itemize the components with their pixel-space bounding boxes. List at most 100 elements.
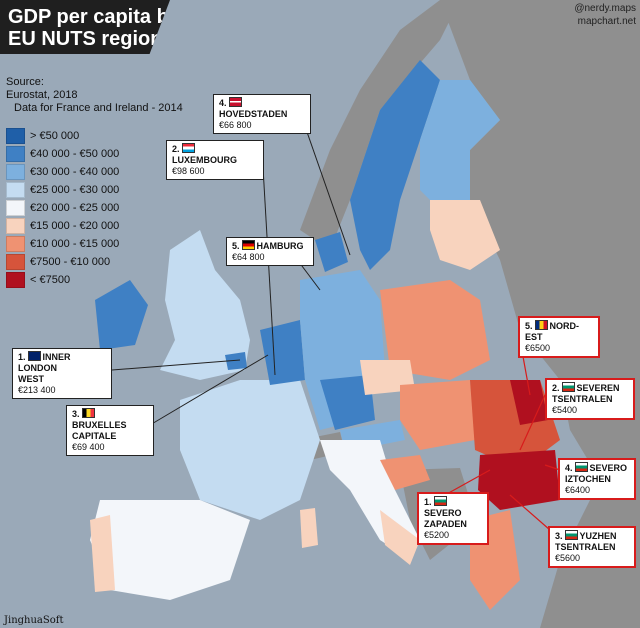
callout-nord-est: 5. NORD-EST €6500 [518, 316, 600, 358]
callout-name: INNER LONDON [18, 352, 71, 373]
callout-severen-tsentralen: 2. SEVEREN TSENTRALEN €5400 [545, 378, 635, 420]
poland [380, 280, 490, 380]
legend-item: €15 000 - €20 000 [6, 217, 119, 235]
title-line-2: EU NUTS region [8, 28, 163, 50]
watermark: @nerdy.maps mapchart.net [574, 2, 636, 28]
legend-swatch [6, 218, 25, 234]
legend-item: €10 000 - €15 000 [6, 235, 119, 253]
callout-severo-zapaden: 1.SEVERO ZAPADEN €5200 [417, 492, 489, 545]
callout-number: 5. [232, 241, 240, 251]
legend-label: < €7500 [30, 274, 71, 286]
denmark [315, 232, 348, 272]
callout-yuzhen-tsentralen: 3. YUZHEN TSENTRALEN €5600 [548, 526, 636, 568]
callout-name: HOVEDSTADEN [219, 109, 288, 119]
credit: JinghuaSoft [4, 615, 64, 626]
london-area [225, 352, 247, 370]
baltics [430, 200, 500, 270]
leader-iztochen [544, 464, 561, 471]
callout-bruxelles: 3.BRUXELLES CAPITALE €69 400 [66, 405, 154, 456]
callout-value: €213 400 [18, 385, 56, 395]
legend-item: €7500 - €10 000 [6, 253, 119, 271]
callout-severo-iztochen: 4. SEVERO IZTOCHEN €6400 [558, 458, 636, 500]
legend-swatch [6, 146, 25, 162]
source-line-1: Eurostat, 2018 [6, 89, 78, 101]
legend-swatch [6, 128, 25, 144]
leader-hovedstaden [299, 111, 351, 256]
legend-swatch [6, 272, 25, 288]
callout-name: BRUXELLES [72, 420, 127, 430]
legend-label: €30 000 - €40 000 [30, 166, 120, 178]
callout-number: 3. [72, 409, 80, 419]
callout-name: LUXEMBOURG [172, 155, 237, 165]
legend: > €50 000 €40 000 - €50 000 €30 000 - €40 … [6, 127, 119, 289]
legend-label: €7500 - €10 000 [30, 256, 111, 268]
callout-name-2: TSENTRALEN [552, 394, 613, 404]
callout-number: 4. [219, 98, 227, 108]
callout-number: 4. [565, 463, 573, 473]
callout-luxembourg: 2.LUXEMBOURG €98 600 [166, 140, 264, 180]
callout-value: €64 800 [232, 252, 265, 262]
south-germany [320, 375, 375, 430]
callout-value: €5400 [552, 405, 578, 415]
callout-number: 5. [525, 321, 533, 331]
callout-name-2: IZTOCHEN [565, 474, 611, 484]
great-britain [160, 230, 250, 380]
flag-denmark-icon [228, 97, 242, 107]
watermark-handle: @nerdy.maps [574, 3, 636, 14]
title-box: GDP per capita by EU NUTS region [0, 0, 170, 54]
croatia [380, 455, 430, 490]
source-line-2: Data for France and Ireland - 2014 [14, 102, 183, 114]
callout-name: NORD-EST [525, 321, 580, 342]
legend-label: €15 000 - €20 000 [30, 220, 120, 232]
portugal [90, 515, 115, 592]
legend-label: €10 000 - €15 000 [30, 238, 120, 250]
flag-luxembourg-icon [181, 143, 195, 153]
legend-label: €20 000 - €25 000 [30, 202, 120, 214]
leader-yuzhen [509, 494, 551, 531]
flag-bulgaria-icon [561, 382, 575, 392]
callout-name: HAMBURG [256, 241, 304, 251]
slovakia-hungary [400, 380, 475, 450]
leader-severen [519, 394, 546, 451]
callout-name: SEVERO [424, 508, 462, 518]
france [180, 380, 320, 520]
flag-bulgaria-icon [574, 462, 588, 472]
source-note: Source: Eurostat, 2018 Data for France a… [6, 76, 183, 115]
callout-name-2: ZAPADEN [424, 519, 467, 529]
callout-name-2: CAPITALE [72, 431, 117, 441]
leader-zapaden [444, 469, 491, 496]
legend-item: €30 000 - €40 000 [6, 163, 119, 181]
spain [90, 500, 250, 600]
flag-romania-icon [534, 320, 548, 330]
callout-name: SEVEREN [576, 383, 620, 393]
nord-est-region [510, 380, 548, 425]
legend-swatch [6, 254, 25, 270]
callout-value: €6500 [525, 343, 551, 353]
legend-swatch [6, 164, 25, 180]
callout-number: 1. [424, 497, 432, 507]
callout-name-2: TSENTRALEN [555, 542, 616, 552]
callout-name: SEVERO [589, 463, 628, 473]
legend-swatch [6, 182, 25, 198]
benelux [260, 320, 305, 385]
legend-label: €25 000 - €30 000 [30, 184, 120, 196]
callout-number: 2. [172, 144, 180, 154]
callout-inner-london: 1. INNER LONDON WEST €213 400 [12, 348, 112, 399]
legend-item: €25 000 - €30 000 [6, 181, 119, 199]
south-italy [380, 510, 420, 565]
callout-value: €66 800 [219, 120, 252, 130]
title-line-1: GDP per capita by [8, 6, 180, 28]
flag-belgium-icon [81, 408, 95, 418]
flag-bulgaria-icon [433, 496, 447, 506]
callout-number: 1. [18, 352, 26, 362]
callout-number: 3. [555, 531, 563, 541]
callout-value: €6400 [565, 485, 591, 495]
source-label: Source: [6, 76, 44, 88]
callout-value: €5600 [555, 553, 581, 563]
leader-bruxelles [149, 354, 269, 426]
legend-label: > €50 000 [30, 130, 80, 142]
ireland [95, 280, 148, 350]
sweden [350, 60, 440, 270]
legend-item: €20 000 - €25 000 [6, 199, 119, 217]
